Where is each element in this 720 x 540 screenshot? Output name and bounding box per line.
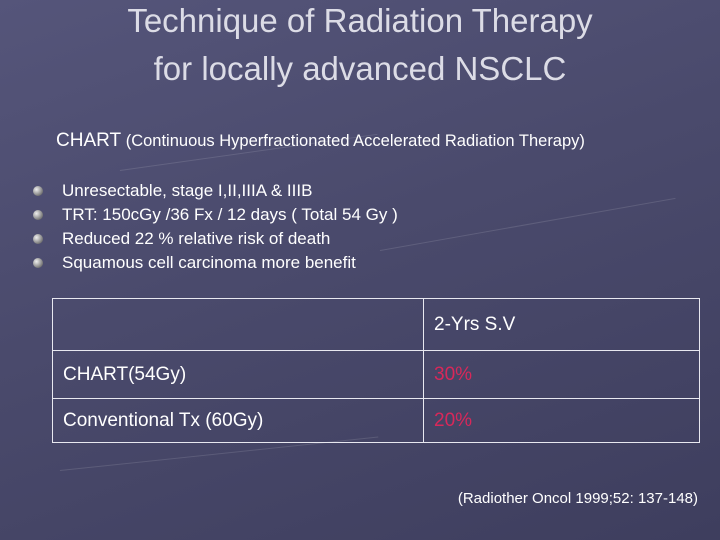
bullet-dot — [33, 186, 43, 196]
results-table: 2-Yrs S.V CHART(54Gy) 30% Conventional T… — [52, 298, 700, 443]
column-header: 2-Yrs S.V — [423, 298, 700, 351]
bullet: Reduced 22 % relative risk of death — [62, 229, 331, 248]
subtitle-term: CHART — [56, 130, 122, 151]
table-row: 2-Yrs S.V — [52, 298, 700, 351]
table-cell — [52, 298, 424, 351]
bullet: Unresectable, stage I,II,IIIA & IIIB — [62, 181, 313, 200]
citation: (Radiother Oncol 1999;52: 137-148) — [457, 490, 698, 507]
bullet-dot — [33, 234, 43, 244]
bullet: Squamous cell carcinoma more benefit — [62, 253, 356, 272]
table-cell: Conventional Tx (60Gy) — [52, 398, 424, 443]
subtitle: CHART (Continuous Hyperfractionated Acce… — [56, 130, 585, 152]
texture — [379, 197, 676, 251]
table-cell: 30% — [423, 350, 700, 399]
title-line: for locally advanced NSCLC — [153, 50, 567, 87]
table-cell: CHART(54Gy) — [52, 350, 424, 399]
table-cell: 20% — [423, 398, 700, 443]
subtitle-expansion: (Continuous Hyperfractionated Accelerate… — [125, 132, 585, 150]
title-line: Technique of Radiation Therapy — [127, 2, 593, 39]
bullet-dot — [33, 258, 43, 268]
bullet: TRT: 150cGy /36 Fx / 12 days ( Total 54 … — [62, 205, 398, 224]
bullet-dot — [33, 210, 43, 220]
table-row: Conventional Tx (60Gy) 20% — [52, 398, 700, 443]
table-row: CHART(54Gy) 30% — [52, 350, 700, 399]
